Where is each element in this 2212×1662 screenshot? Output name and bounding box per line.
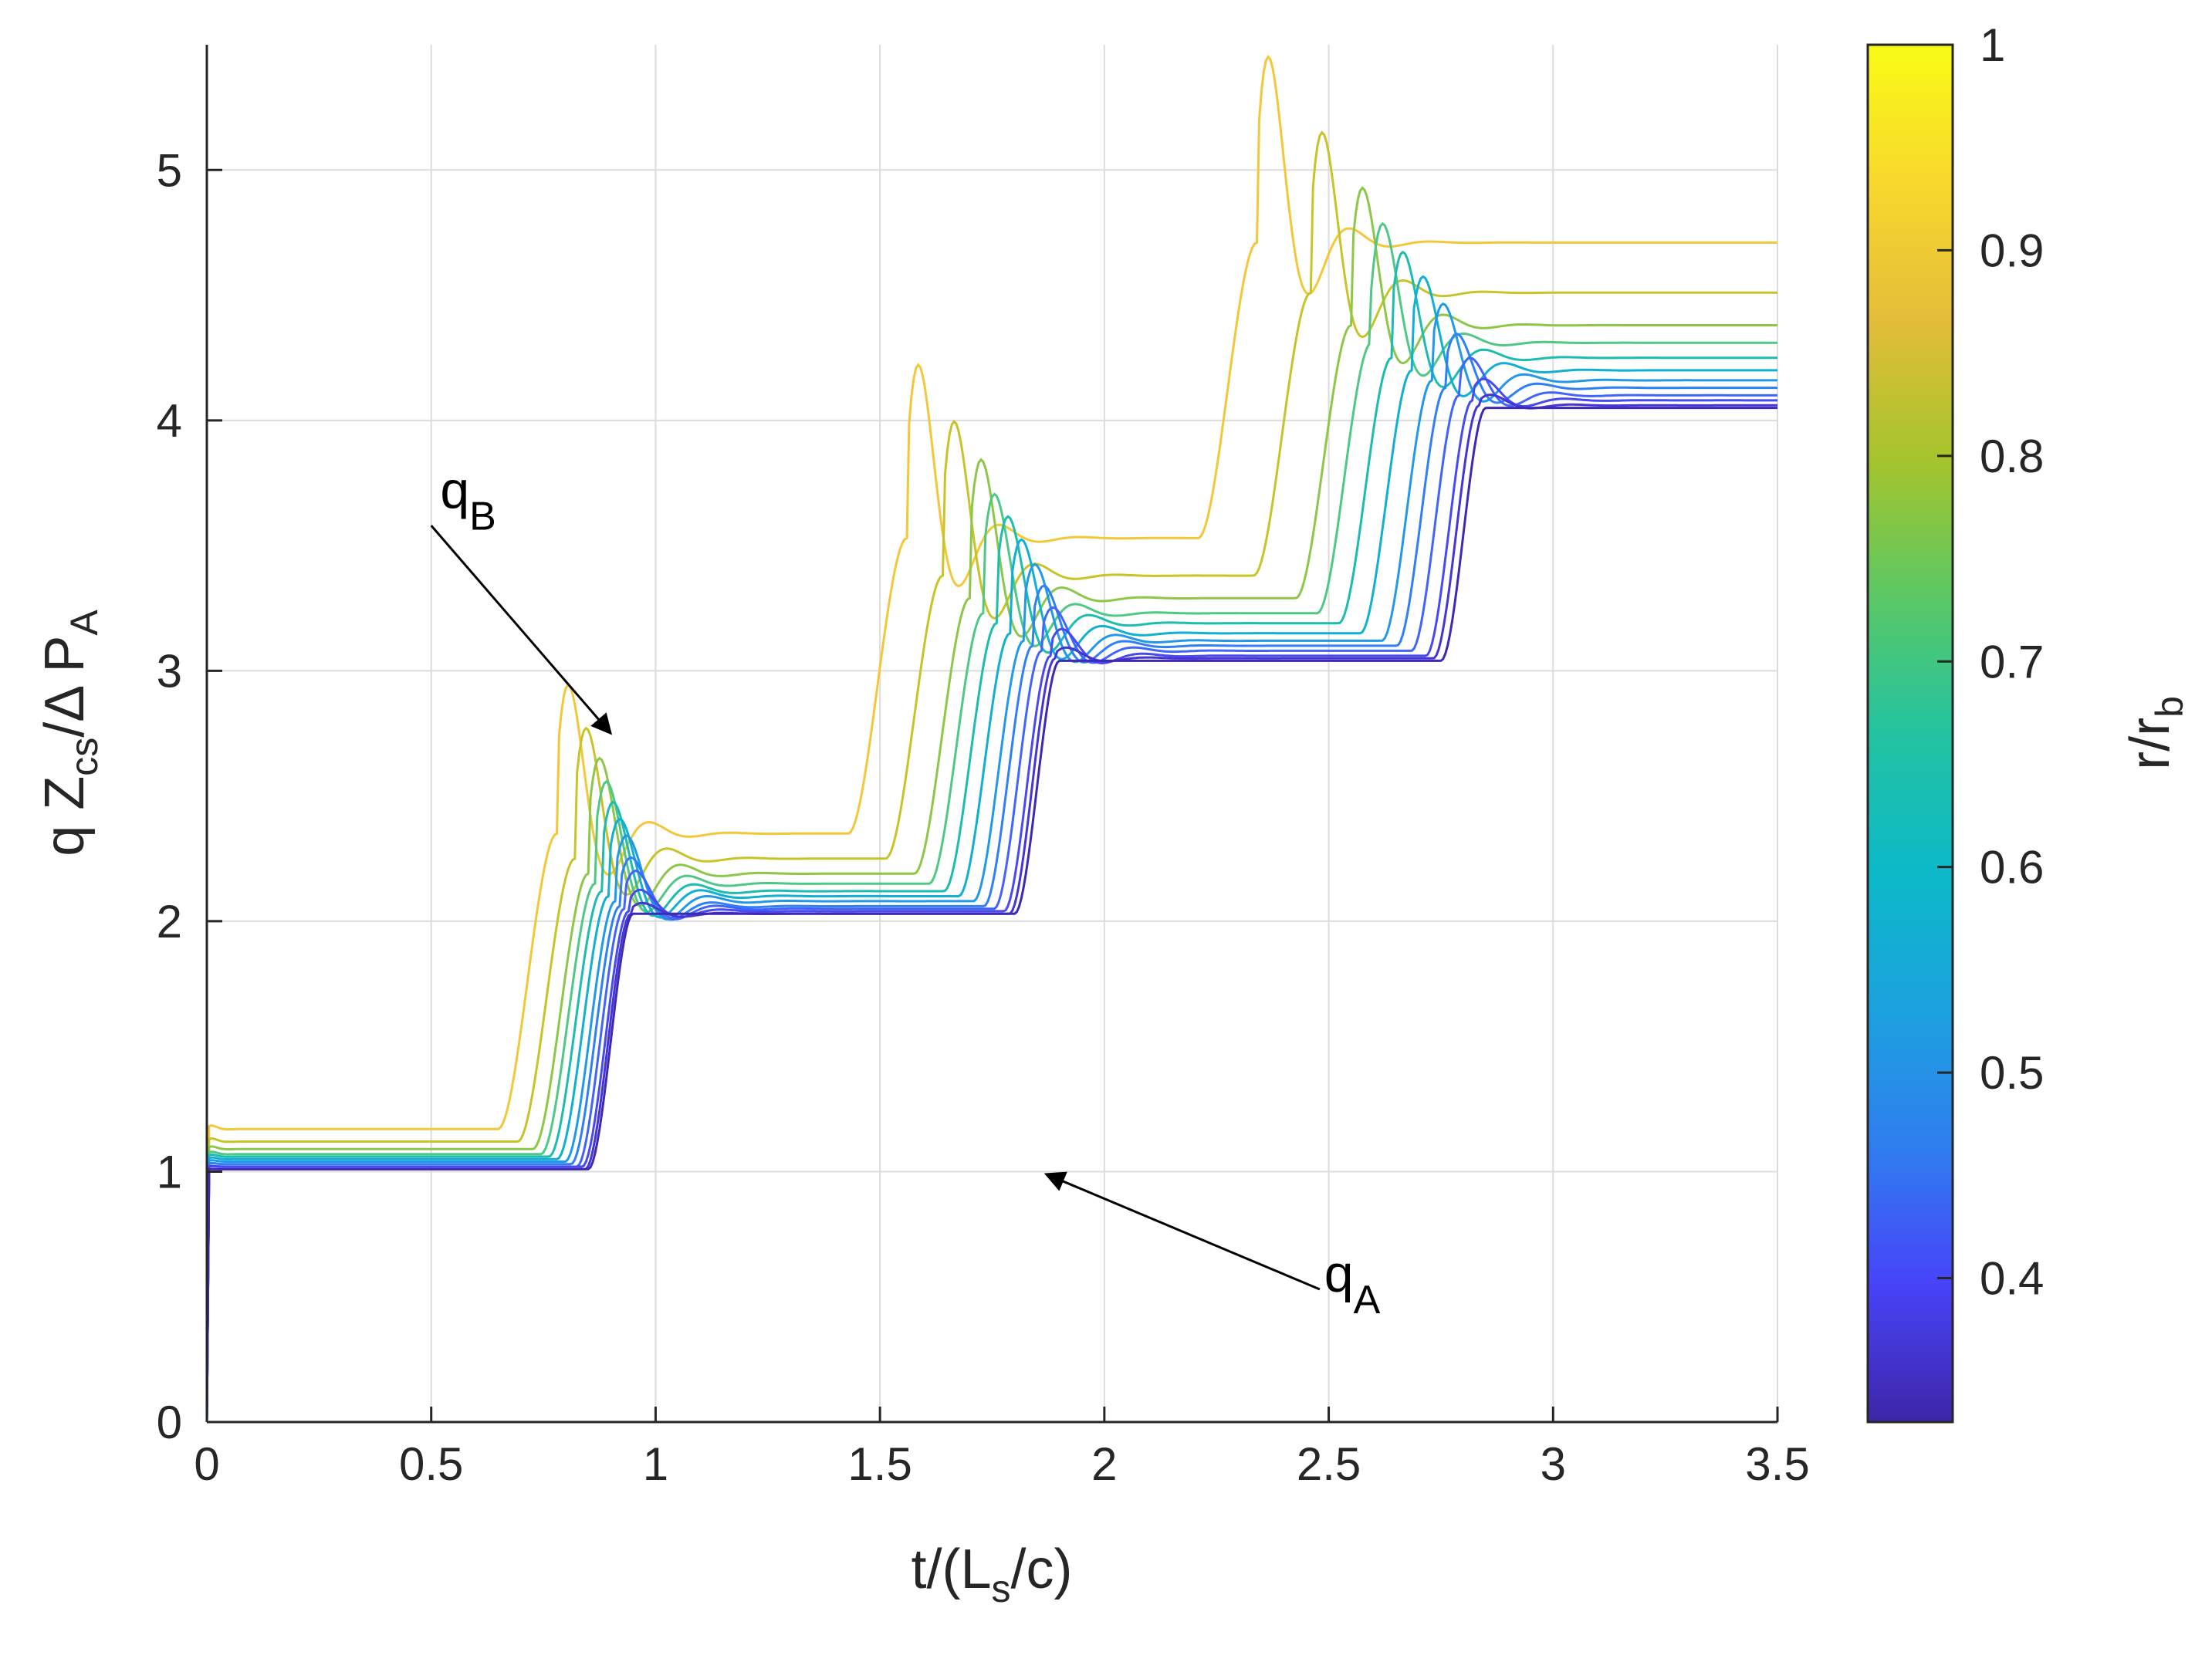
colorbar-tick-label: 0.9 [1980, 225, 2044, 276]
annotation-label-sub: B [469, 494, 496, 539]
colorbar-tick-label: 0.6 [1980, 842, 2044, 893]
series-line [207, 54, 1777, 1422]
colorbar: 0.4 0.5 0.6 0.7 0.8 0.9 1 r/rb [1866, 19, 2191, 1424]
x-tick-label: 3.5 [1745, 1438, 1809, 1490]
y-axis-title-part1: q Z [34, 776, 96, 856]
y-axis-title-part2: /Δ P [34, 636, 96, 738]
y-axis-title-sub2: A [63, 610, 106, 636]
x-tick-label: 2.5 [1297, 1438, 1361, 1490]
y-tick-label: 2 [157, 896, 182, 948]
annotation-label-main: q [1324, 1245, 1354, 1303]
axes [205, 45, 1777, 1424]
y-tick-label: 1 [157, 1146, 182, 1198]
x-axis-title: t/(Ls/c) [911, 1539, 1072, 1610]
annotation-arrow [1043, 1171, 1321, 1291]
x-axis-title-main: t/(L [911, 1539, 991, 1600]
series-line [207, 130, 1777, 1422]
y-tick-label: 3 [157, 645, 182, 697]
y-axis-title: q Zcs/Δ PA [34, 610, 106, 856]
x-axis-title-sub: s [992, 1567, 1011, 1610]
y-tick-label: 4 [157, 395, 182, 447]
plot-background [207, 45, 1777, 1422]
colorbar-ticks: 0.4 0.5 0.6 0.7 0.8 0.9 1 [1937, 19, 2044, 1305]
x-ticks: 0 0.5 1 1.5 2 2.5 3 3.5 [194, 1407, 1810, 1490]
series-line [207, 250, 1777, 1422]
series-line [207, 332, 1777, 1422]
series-line [207, 186, 1777, 1422]
annotation-label: qA [1324, 1245, 1381, 1323]
y-tick-label: 5 [157, 144, 182, 196]
colorbar-tick-label: 1 [1980, 19, 2005, 71]
x-tick-label: 0 [194, 1438, 219, 1490]
annotation-label-main: q [440, 461, 469, 519]
annotation-label-sub: A [1354, 1278, 1381, 1323]
colorbar-bar [1866, 43, 1954, 1424]
y-tick-label: 0 [157, 1397, 182, 1448]
x-tick-label: 1 [643, 1438, 668, 1490]
series-group [207, 54, 1777, 1422]
colorbar-title: r/rb [2119, 696, 2191, 770]
colorbar-tick-label: 0.7 [1980, 636, 2044, 687]
grid [207, 45, 1778, 1422]
y-axis-title-sub1: cs [63, 738, 106, 776]
series-line [207, 275, 1777, 1422]
colorbar-tick-label: 0.5 [1980, 1047, 2044, 1099]
series-line [207, 407, 1777, 1422]
series-line [207, 302, 1777, 1422]
colorbar-tick-label: 0.8 [1980, 431, 2044, 482]
colorbar-tick-label: 0.4 [1980, 1253, 2044, 1305]
x-tick-label: 2 [1091, 1438, 1117, 1490]
y-ticks: 0 1 2 3 4 5 [157, 144, 222, 1448]
colorbar-title-sub: b [2148, 696, 2191, 718]
x-tick-label: 1.5 [847, 1438, 912, 1490]
annotation-label: qB [440, 461, 496, 539]
annotation-arrow [430, 525, 613, 735]
x-axis-title-tail: /c) [1011, 1539, 1073, 1600]
series-line [207, 221, 1777, 1422]
x-tick-label: 0.5 [399, 1438, 463, 1490]
colorbar-title-main: r/r [2119, 718, 2181, 770]
x-tick-label: 3 [1541, 1438, 1566, 1490]
